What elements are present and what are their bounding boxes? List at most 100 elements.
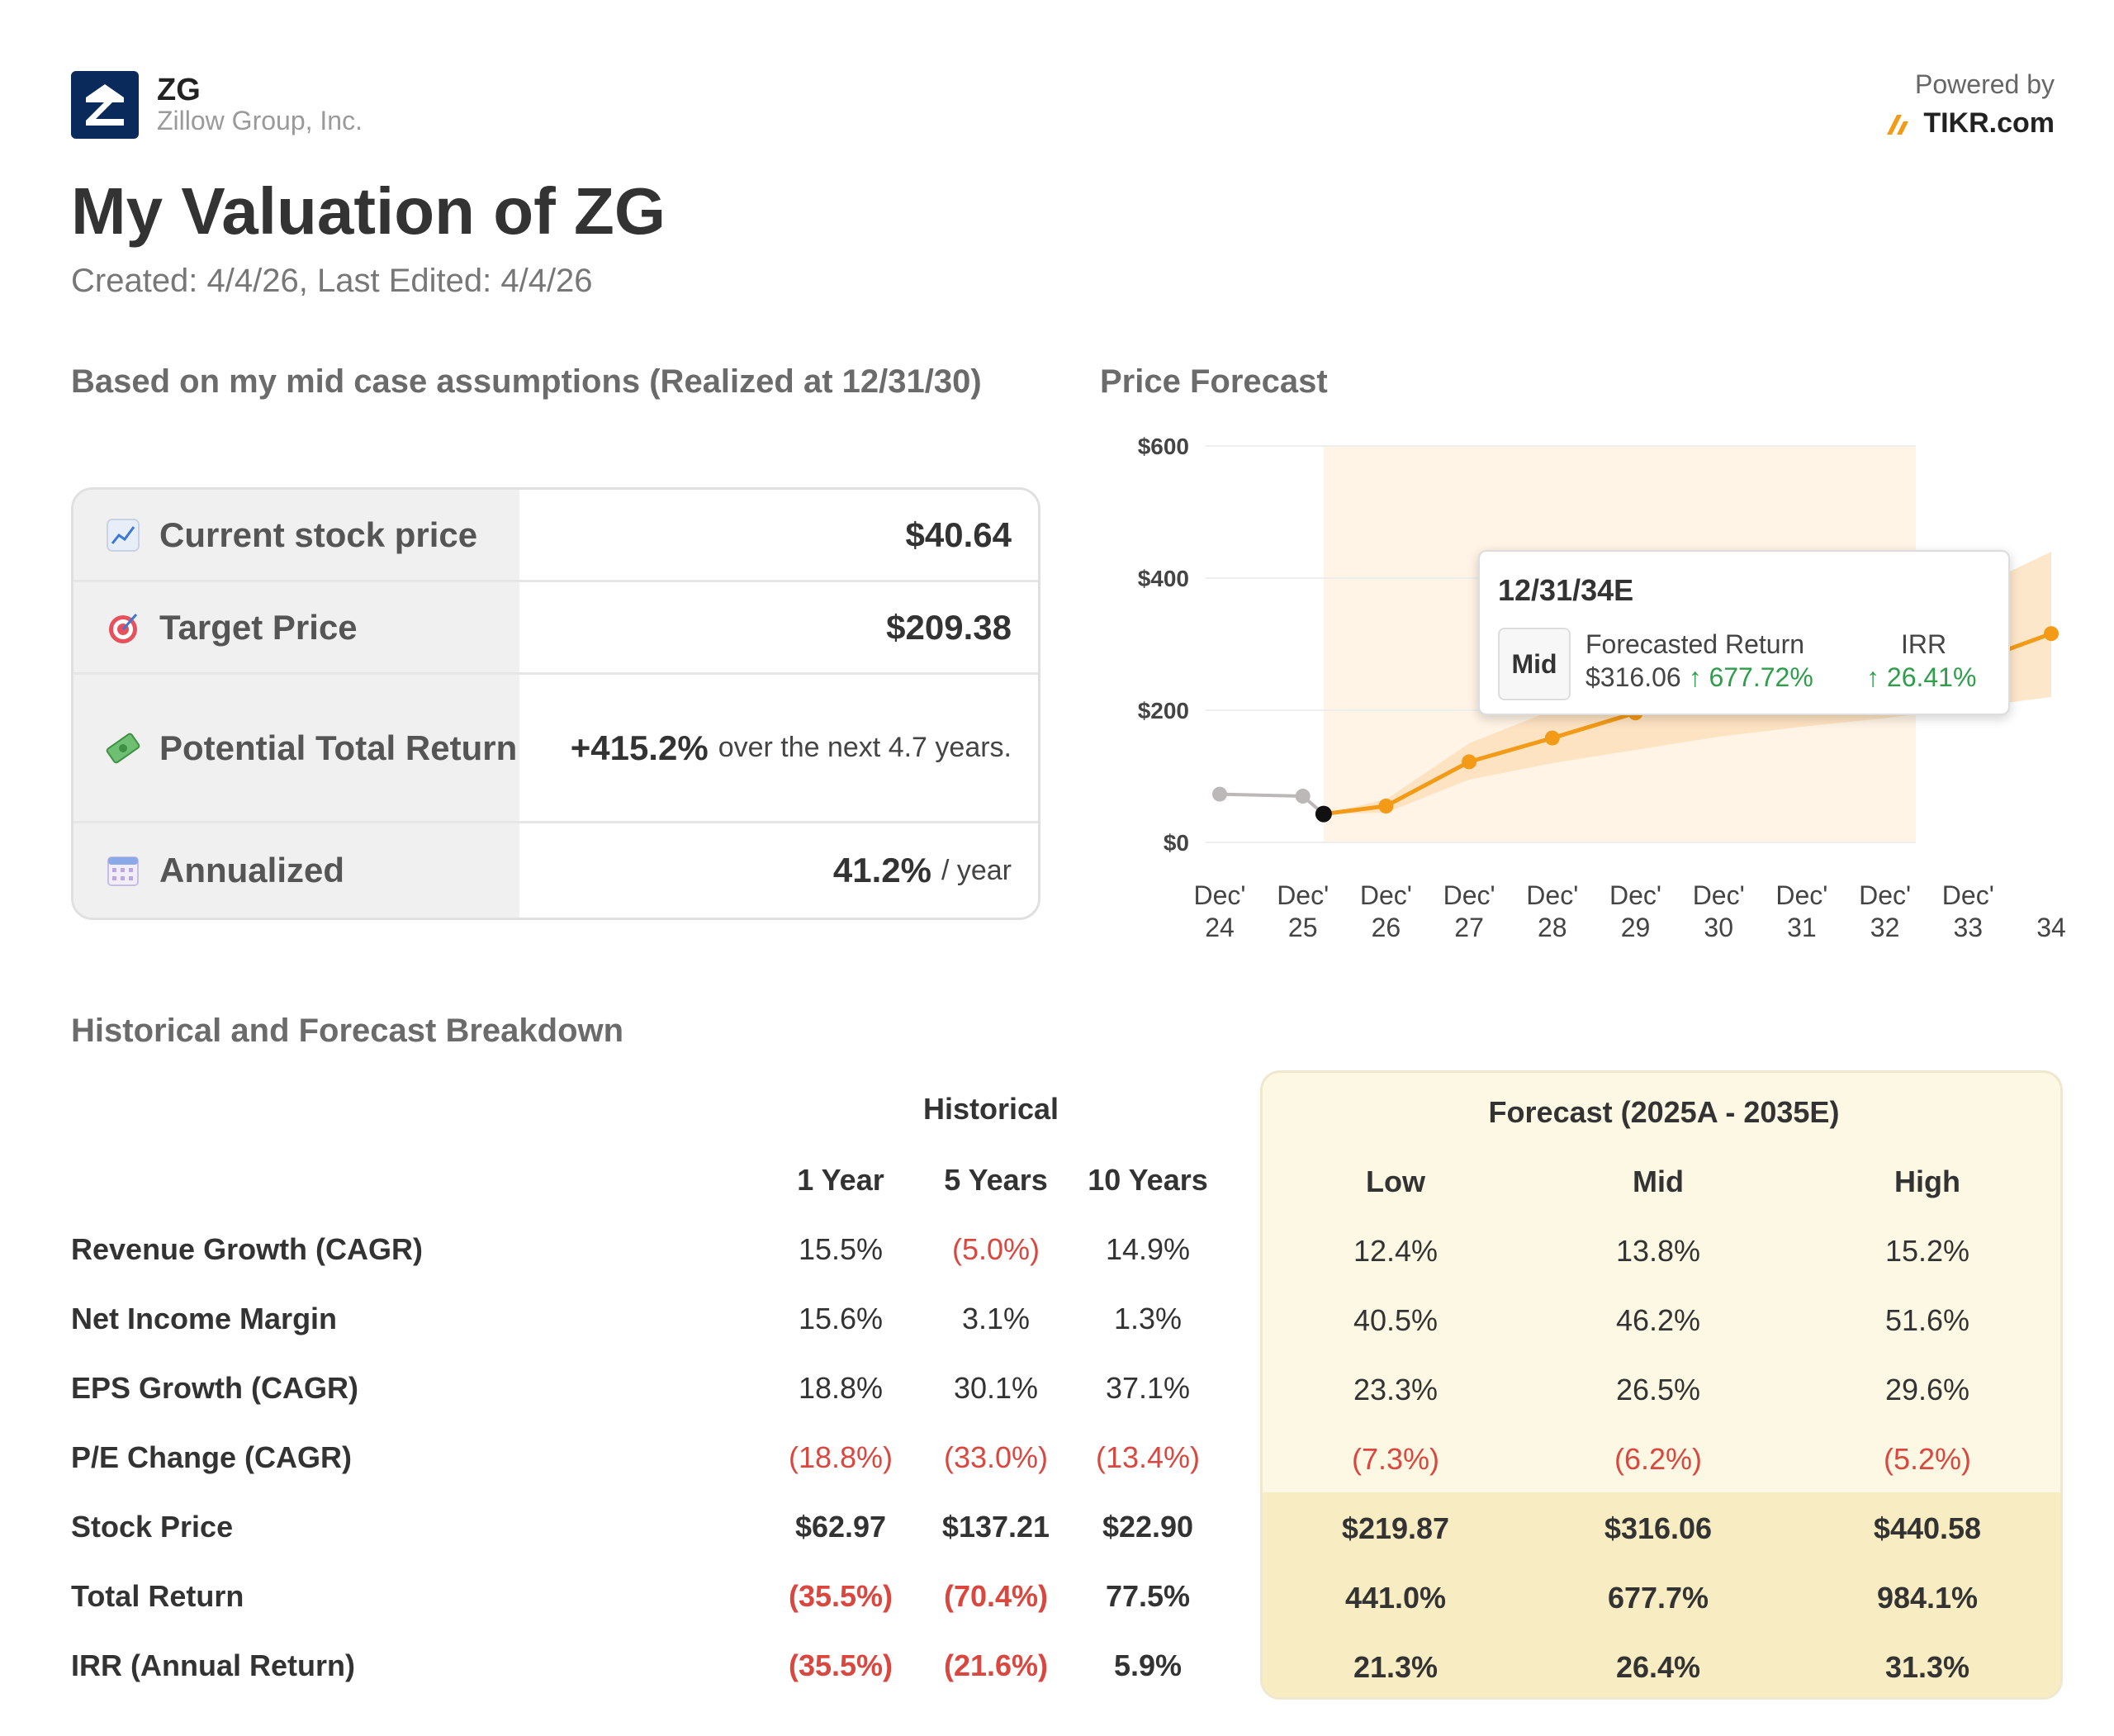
x-tick-label: 28 <box>1538 913 1567 942</box>
x-tick-label: Dec' <box>1609 880 1661 910</box>
row-label: IRR (Annual Return) <box>71 1648 355 1682</box>
money-icon <box>106 733 140 763</box>
calendar-icon <box>107 856 139 886</box>
table-cell: 13.8% <box>1615 1234 1701 1268</box>
table-cell: 21.3% <box>1353 1650 1439 1684</box>
historical-header: Historical <box>922 1092 1059 1126</box>
table-cell: (7.3%) <box>1351 1442 1440 1476</box>
table-cell: (70.4%) <box>943 1579 1049 1613</box>
col-header-mid: Mid <box>1633 1164 1684 1198</box>
table-cell: (5.0%) <box>951 1232 1040 1266</box>
historical-point <box>1212 786 1227 802</box>
summary-label: Current stock price <box>159 515 478 554</box>
tooltip-return-label: Forecasted Return <box>1586 629 1805 659</box>
mid-forecast-point <box>1544 730 1560 746</box>
table-cell: $316.06 <box>1604 1511 1713 1545</box>
x-tick-label: Dec' <box>1859 880 1911 910</box>
row-label: Total Return <box>71 1579 244 1613</box>
table-cell: 12.4% <box>1353 1234 1439 1268</box>
tooltip-irr-value: ↑ 26.41% <box>1866 662 1977 692</box>
mid-forecast-point <box>1378 799 1394 813</box>
x-tick-label: 31 <box>1787 913 1817 942</box>
table-cell: 677.7% <box>1607 1581 1709 1615</box>
breakdown-heading: Historical and Forecast Breakdown <box>71 1013 624 1049</box>
chart-heading: Price Forecast <box>1100 363 1328 400</box>
y-tick-label: $400 <box>1138 566 1189 591</box>
mid-forecast-point <box>1462 754 1477 770</box>
table-cell: 51.6% <box>1884 1303 1970 1337</box>
x-tick-label: 24 <box>1205 913 1235 942</box>
col-header-low: Low <box>1366 1164 1425 1198</box>
tikr-logo-icon <box>1887 114 1909 135</box>
x-tick-label: Dec' <box>1193 880 1245 910</box>
x-tick-label: 32 <box>1870 913 1900 942</box>
tooltip-price: $316.06 <box>1586 662 1681 692</box>
tikr-brand[interactable]: TIKR.com <box>1885 107 2055 140</box>
x-tick-label: 33 <box>1954 913 1984 942</box>
summary-row-current-price: Current stock price $40.64 <box>73 490 1038 582</box>
table-cell: $137.21 <box>941 1510 1050 1544</box>
summary-value: $40.64 <box>905 515 1012 554</box>
table-cell: 18.8% <box>798 1371 884 1405</box>
summary-label: Target Price <box>159 607 358 647</box>
company-logo <box>71 71 139 139</box>
summary-value: 41.2% <box>832 851 931 889</box>
row-label: Revenue Growth (CAGR) <box>71 1232 424 1266</box>
table-cell: 37.1% <box>1105 1371 1191 1405</box>
y-tick-label: $600 <box>1138 434 1189 459</box>
x-tick-label: Dec' <box>1360 880 1412 910</box>
x-tick-label: 25 <box>1288 913 1318 942</box>
table-cell: $62.97 <box>794 1510 887 1544</box>
table-cell: 14.9% <box>1105 1232 1191 1266</box>
table-cell: (5.2%) <box>1883 1442 1972 1476</box>
x-tick-label: 29 <box>1621 913 1651 942</box>
forecast-panel <box>1260 1070 2063 1700</box>
table-cell: (6.2%) <box>1614 1442 1703 1476</box>
table-cell: 29.6% <box>1884 1373 1970 1406</box>
current-price-point <box>1315 805 1332 823</box>
row-label: Net Income Margin <box>71 1302 338 1335</box>
summary-table: Current stock price $40.64 Target Price … <box>71 487 1040 920</box>
table-cell: 5.9% <box>1113 1648 1183 1682</box>
x-tick-label: Dec' <box>1942 880 1994 910</box>
x-tick-label: Dec' <box>1526 880 1578 910</box>
tooltip-irr-label: IRR <box>1901 629 1947 659</box>
forecast-highlight-band <box>1263 1492 2060 1697</box>
table-cell: 77.5% <box>1105 1579 1191 1613</box>
table-cell: 441.0% <box>1344 1581 1447 1615</box>
table-cell: $22.90 <box>1102 1510 1194 1544</box>
summary-label: Potential Total Return <box>159 728 518 767</box>
summary-value: $209.38 <box>886 607 1012 647</box>
summary-heading: Based on my mid case assumptions (Realiz… <box>71 363 982 400</box>
table-cell: 15.5% <box>798 1232 884 1266</box>
table-cell: 23.3% <box>1353 1373 1439 1406</box>
forecast-header: Forecast (2025A - 2035E) <box>1488 1095 1840 1129</box>
x-tick-label: Dec' <box>1443 880 1495 910</box>
table-cell: (21.6%) <box>943 1648 1049 1682</box>
table-cell: 26.5% <box>1615 1373 1701 1406</box>
table-cell: 15.2% <box>1884 1234 1970 1268</box>
company-name: Zillow Group, Inc. <box>157 106 363 135</box>
summary-suffix: / year <box>941 854 1012 886</box>
summary-row-total-return: Potential Total Return +415.2% over the … <box>73 675 1038 823</box>
table-cell: (33.0%) <box>943 1440 1049 1474</box>
table-cell: (35.5%) <box>788 1579 893 1613</box>
chart-tooltip: 12/31/34E Mid Forecasted Return $316.06 … <box>1478 550 2010 715</box>
table-cell: 40.5% <box>1353 1303 1439 1337</box>
summary-row-annualized: Annualized 41.2% / year <box>73 823 1038 918</box>
table-cell: 30.1% <box>953 1371 1039 1405</box>
mid-forecast-point <box>2044 626 2059 642</box>
summary-label: Annualized <box>159 851 345 889</box>
x-tick-label: Dec' <box>1277 880 1329 910</box>
x-tick-label: 27 <box>1454 913 1484 942</box>
page-title: My Valuation of ZG <box>71 174 666 248</box>
table-cell: 3.1% <box>961 1302 1031 1335</box>
table-cell: 31.3% <box>1884 1650 1970 1684</box>
target-icon <box>109 613 138 643</box>
table-cell: $440.58 <box>1873 1511 1982 1545</box>
table-cell: $219.87 <box>1341 1511 1450 1545</box>
table-cell: 26.4% <box>1615 1650 1701 1684</box>
table-cell: (13.4%) <box>1095 1440 1201 1474</box>
historical-point <box>1295 789 1311 804</box>
x-tick-label: 30 <box>1704 913 1733 942</box>
